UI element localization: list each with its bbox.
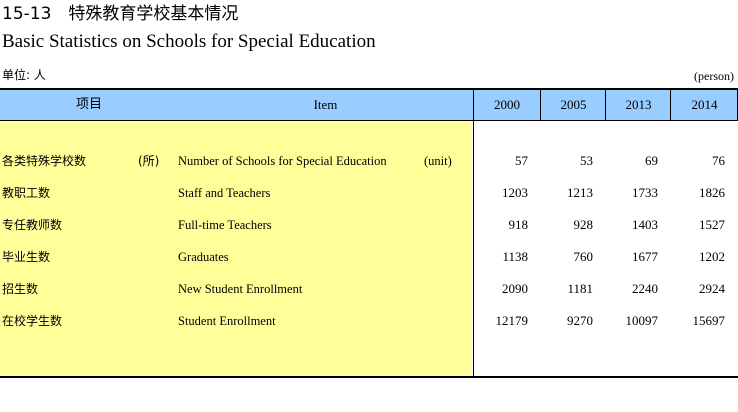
row-label-en: New Student Enrollment <box>178 282 303 296</box>
column-header-year-2000: 2000 <box>494 97 520 112</box>
column-header-year-2014: 2014 <box>691 97 718 112</box>
row-value-2013: 1403 <box>632 217 658 232</box>
row-unit-en <box>424 209 470 241</box>
row-label-en: Student Enrollment <box>178 314 276 328</box>
table-row: 在校学生数 Student Enrollment 12179 9270 1009… <box>0 305 738 337</box>
row-label-en: Full-time Teachers <box>178 218 272 232</box>
table-row: 毕业生数 Graduates 1138 760 1677 1202 <box>0 241 738 273</box>
row-label-en: Staff and Teachers <box>178 186 271 200</box>
row-value-2005: 760 <box>573 249 594 264</box>
label-column-panel <box>0 121 472 376</box>
row-unit-en <box>424 177 470 209</box>
row-value-2014: 76 <box>712 153 725 168</box>
row-value-2014: 2924 <box>699 281 725 296</box>
column-header-item-en: Item <box>313 97 338 112</box>
unit-note-cn: 单位: 人 <box>2 68 46 82</box>
column-header-year-2005: 2005 <box>560 97 587 112</box>
table-row: 招生数 New Student Enrollment 2090 1181 224… <box>0 273 738 305</box>
column-header-item-cn: 项目 <box>75 97 102 112</box>
row-value-2013: 2240 <box>632 281 658 296</box>
table-row: 各类特殊学校数 (所) Number of Schools for Specia… <box>0 145 738 177</box>
table-row: 专任教师数 Full-time Teachers 918 928 1403 15… <box>0 209 738 241</box>
unit-note-en: (person) <box>694 69 734 83</box>
row-unit-cn <box>138 209 176 241</box>
table-bottom-rule <box>0 376 738 378</box>
column-divider-2005 <box>605 90 606 120</box>
row-value-2005: 53 <box>580 153 593 168</box>
row-value-2000: 57 <box>515 153 528 168</box>
row-value-2000: 12179 <box>495 313 529 328</box>
row-value-2014: 1202 <box>699 249 725 264</box>
page-title-cn: 15-13 特殊教育学校基本情况 <box>2 4 239 24</box>
table-row: 教职工数 Staff and Teachers 1203 1213 1733 1… <box>0 177 738 209</box>
row-unit-cn <box>138 305 176 337</box>
row-value-2013: 69 <box>645 153 658 168</box>
row-label-en: Number of Schools for Special Education <box>178 154 387 168</box>
table-header-rule <box>0 120 738 121</box>
column-divider-2013 <box>670 90 671 120</box>
row-value-2014: 15697 <box>692 313 726 328</box>
row-value-2013: 1733 <box>632 185 658 200</box>
statistics-table: 项目 Item 2000 2005 2013 2014 各类特殊学校数 (所) … <box>0 88 738 378</box>
row-value-2013: 10097 <box>625 313 659 328</box>
table-header-row <box>0 90 738 120</box>
row-value-2013: 1677 <box>632 249 658 264</box>
row-value-2005: 1213 <box>567 185 593 200</box>
column-divider-item <box>473 90 474 376</box>
row-unit-cn <box>138 273 176 305</box>
column-header-year-2013: 2013 <box>625 97 652 112</box>
table-top-rule <box>0 88 738 90</box>
column-divider-2000 <box>540 90 541 120</box>
row-unit-en <box>424 273 470 305</box>
row-value-2000: 1138 <box>502 249 528 264</box>
row-label-cn: 在校学生数 <box>2 314 63 328</box>
row-label-cn: 专任教师数 <box>2 218 63 232</box>
row-label-cn: 毕业生数 <box>2 250 51 264</box>
row-value-2000: 918 <box>508 217 529 232</box>
row-unit-en: (unit) <box>424 154 452 168</box>
row-unit-en <box>424 305 470 337</box>
row-value-2000: 2090 <box>502 281 528 296</box>
row-value-2005: 928 <box>573 217 594 232</box>
row-value-2014: 1826 <box>699 185 725 200</box>
row-value-2000: 1203 <box>502 185 528 200</box>
data-column-panel <box>474 121 738 376</box>
row-unit-cn: (所) <box>138 154 160 168</box>
row-unit-cn <box>138 241 176 273</box>
page-title-en: Basic Statistics on Schools for Special … <box>2 31 376 52</box>
row-label-cn: 招生数 <box>2 282 39 296</box>
row-value-2005: 9270 <box>567 313 593 328</box>
row-value-2014: 1527 <box>699 217 725 232</box>
row-value-2005: 1181 <box>567 281 593 296</box>
row-unit-en <box>424 241 470 273</box>
row-label-cn: 教职工数 <box>2 186 51 200</box>
row-label-en: Graduates <box>178 250 229 264</box>
row-label-cn: 各类特殊学校数 <box>2 154 87 168</box>
row-unit-cn <box>138 177 176 209</box>
